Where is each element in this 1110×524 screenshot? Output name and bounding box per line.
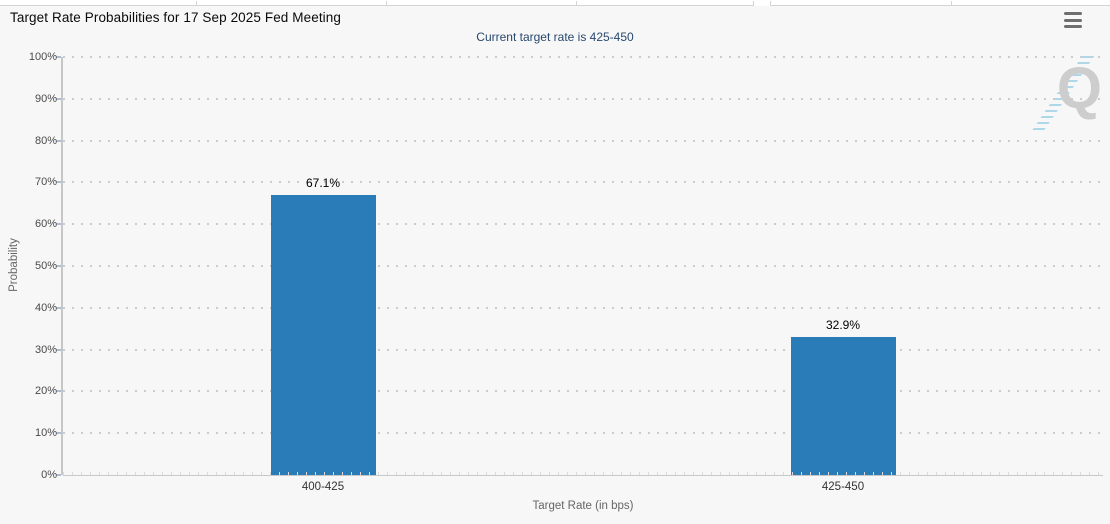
gridline-90 [63,97,1103,100]
x-category-label: 400-425 [301,481,345,493]
hamburger-icon [1064,18,1082,22]
x-category-label: 425-450 [821,481,865,493]
y-tick-mark [56,432,61,435]
y-axis-line [61,57,63,475]
x-axis-minor-ticks [63,472,1103,475]
strip-separator [576,1,577,6]
strip-separator [770,1,771,6]
gridline-10 [63,432,1103,435]
y-tick-label: 20% [34,385,57,398]
y-tick-label: 50% [34,260,57,272]
x-axis-line [63,475,1103,476]
quikstrike-watermark: Q [1029,56,1102,138]
y-tick-mark [56,56,61,58]
gridline-80 [63,139,1103,142]
y-tick-label: 0% [41,469,57,481]
hamburger-menu-button[interactable] [1064,12,1084,28]
bar-value-label: 32.9% [825,318,861,333]
y-tick-label: 70% [34,176,57,189]
gridline-60 [63,223,1103,226]
hamburger-icon [1064,12,1082,15]
y-tick-label: 80% [34,134,57,147]
watermark-q-letter: Q [1056,56,1102,121]
y-tick-label: 10% [34,427,57,440]
y-tick-mark [56,181,61,184]
strip-border-left [0,5,754,6]
chart-title: Target Rate Probabilities for 17 Sep 202… [10,10,341,25]
y-tick-label: 90% [34,92,57,105]
strip-separator [196,1,197,6]
y-tick-label: 40% [34,301,57,314]
y-tick-mark [56,390,61,393]
x-axis-title: Target Rate (in bps) [532,500,634,512]
gridline-70 [63,181,1103,184]
strip-separator [753,1,754,6]
bar-value-label: 67.1% [305,175,341,190]
y-axis-title: Probability [8,238,20,292]
gridline-50 [63,265,1103,267]
y-tick-mark [56,97,61,100]
y-tick-mark [56,223,61,226]
y-tick-mark [56,265,61,267]
y-tick-label: 60% [34,218,57,231]
y-tick-label: 100% [28,51,57,63]
cropped-tab-row-strip [0,0,1110,6]
strip-separator [386,1,387,6]
strip-border-right [770,5,1110,6]
gridline-20 [63,390,1103,393]
strip-separator [951,1,952,6]
gridline-40 [63,306,1103,309]
y-tick-mark [56,474,61,476]
y-tick-label: 30% [34,343,57,356]
chart-subtitle: Current target rate is 425-450 [476,30,634,44]
probability-bar-425-450[interactable] [790,337,896,475]
probability-bar-400-425[interactable] [270,194,376,475]
hamburger-icon [1064,25,1082,28]
y-tick-mark [56,139,61,142]
gridline-30 [63,348,1103,351]
gridline-100 [63,56,1103,58]
y-tick-mark [56,306,61,309]
y-tick-mark [56,348,61,351]
title-bar: Target Rate Probabilities for 17 Sep 202… [0,6,1110,32]
